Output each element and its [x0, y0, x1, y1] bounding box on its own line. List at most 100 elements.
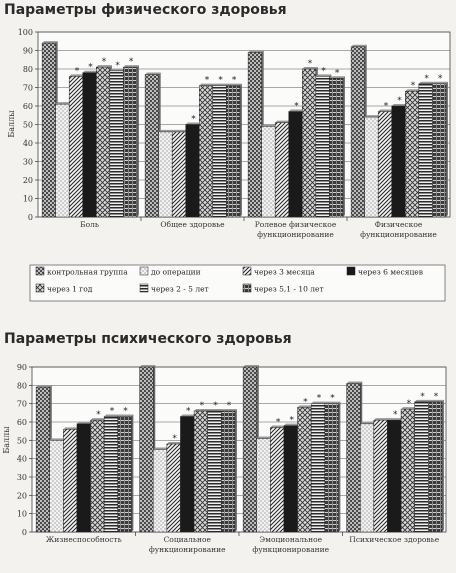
legend-swatch [242, 266, 252, 276]
mental-bar [139, 366, 154, 533]
mental-bar-top [166, 442, 183, 444]
mental-y-tick-label: 20 [17, 491, 27, 500]
mental-significance-mark: * [200, 401, 205, 411]
mental-bar [373, 419, 388, 533]
physical-category-label: Общее здоровье [160, 220, 225, 229]
mental-bar-top [221, 409, 237, 411]
mental-bar-top [153, 447, 169, 450]
physical-y-tick-label: 60 [23, 102, 33, 111]
physical-bar [247, 52, 262, 218]
physical-bar [274, 122, 289, 218]
mental-category-label: функционирование [149, 545, 226, 554]
physical-significance-mark: * [232, 76, 237, 86]
mental-y-tick-label: 90 [17, 363, 27, 372]
physical-category-label: Ролевое физическое [255, 220, 337, 229]
mental-bar [414, 401, 429, 533]
mental-bar-top [324, 401, 341, 404]
physical-bar [96, 66, 111, 218]
physical-significance-mark: * [384, 102, 389, 112]
physical-bar-top [432, 81, 448, 84]
physical-chart-title: Параметры физического здоровья [4, 2, 287, 18]
legend-label: через 1 год [47, 285, 93, 294]
mental-bar [180, 416, 195, 533]
physical-bar-top [123, 65, 139, 68]
legend-label: контрольная группа [47, 268, 128, 277]
physical-significance-mark: * [424, 74, 429, 84]
legend-swatch [242, 283, 252, 293]
physical-bar-top [302, 67, 318, 69]
mental-bar [63, 429, 78, 533]
physical-bar [405, 90, 420, 218]
mental-bar-top [36, 385, 52, 388]
physical-category-label: функционирование [257, 230, 334, 239]
mental-bar [428, 401, 443, 533]
mental-bar [207, 410, 222, 533]
physical-bar-top [261, 124, 278, 127]
physical-significance-mark: * [308, 59, 313, 69]
mental-significance-mark: * [227, 401, 232, 411]
legend-box [29, 264, 446, 302]
legend-swatch [139, 283, 149, 293]
mental-category-label: Психическое здоровье [349, 535, 439, 544]
physical-bar-top [69, 74, 85, 77]
mental-bar-top [194, 409, 210, 411]
mental-bar-top [117, 414, 134, 417]
physical-bar [123, 66, 138, 218]
mental-bar [49, 440, 64, 533]
physical-significance-mark: * [191, 115, 196, 125]
physical-y-tick-label: 10 [23, 195, 33, 204]
mental-bar-top [207, 409, 224, 411]
mental-bar-top [256, 436, 273, 439]
physical-y-tick-label: 50 [23, 121, 33, 130]
mental-significance-mark: * [172, 434, 177, 444]
mental-y-tick-label: 80 [17, 381, 27, 390]
mental-bar-top [297, 405, 314, 408]
physical-significance-mark: * [75, 66, 80, 76]
physical-bar [82, 72, 97, 218]
mental-y-tick-label: 50 [17, 436, 27, 445]
physical-bar [212, 85, 227, 218]
mental-bar [283, 425, 298, 533]
mental-bar [346, 383, 361, 533]
mental-bar-top [428, 399, 444, 402]
physical-significance-mark: * [102, 57, 107, 67]
physical-bar [261, 126, 276, 218]
mental-bar-top [360, 421, 376, 424]
legend-label: до операции [151, 268, 201, 277]
physical-bar-top [96, 65, 112, 68]
physical-bar [418, 83, 433, 218]
mental-category-label: Социальное [164, 535, 212, 544]
mental-significance-mark: * [123, 407, 128, 417]
physical-significance-mark: * [411, 81, 416, 91]
mental-bar [90, 419, 105, 533]
physical-y-tick-label: 20 [23, 176, 33, 185]
physical-bar-top [145, 72, 161, 75]
physical-bar [350, 46, 365, 218]
physical-significance-mark: * [321, 66, 326, 76]
mental-bar-top [104, 414, 120, 417]
physical-bar-top [315, 74, 332, 77]
physical-bar-top [42, 41, 58, 44]
physical-category-label: Физическое [375, 220, 423, 229]
mental-bar-top [180, 414, 197, 417]
legend-swatch [35, 266, 45, 276]
mental-bar-top [387, 418, 404, 421]
physical-bar [226, 85, 241, 218]
legend: контрольная группа до операции через 3 мес… [29, 264, 446, 302]
mental-bar [76, 423, 91, 533]
mental-significance-mark: * [110, 407, 115, 417]
mental-category-label: Жизнеспособность [46, 535, 122, 544]
physical-bar [199, 85, 214, 218]
legend-swatch [139, 266, 149, 276]
physical-significance-mark: * [335, 68, 340, 78]
mental-bar [400, 408, 415, 533]
physical-bar-top [172, 129, 188, 132]
physical-category-label: Боль [80, 220, 99, 229]
physical-significance-mark: * [88, 63, 93, 73]
physical-bar-top [391, 104, 408, 106]
physical-bar [158, 131, 173, 218]
mental-significance-mark: * [303, 397, 308, 407]
mental-bar-top [270, 425, 286, 428]
physical-bar [302, 68, 317, 218]
mental-significance-mark: * [290, 416, 295, 426]
